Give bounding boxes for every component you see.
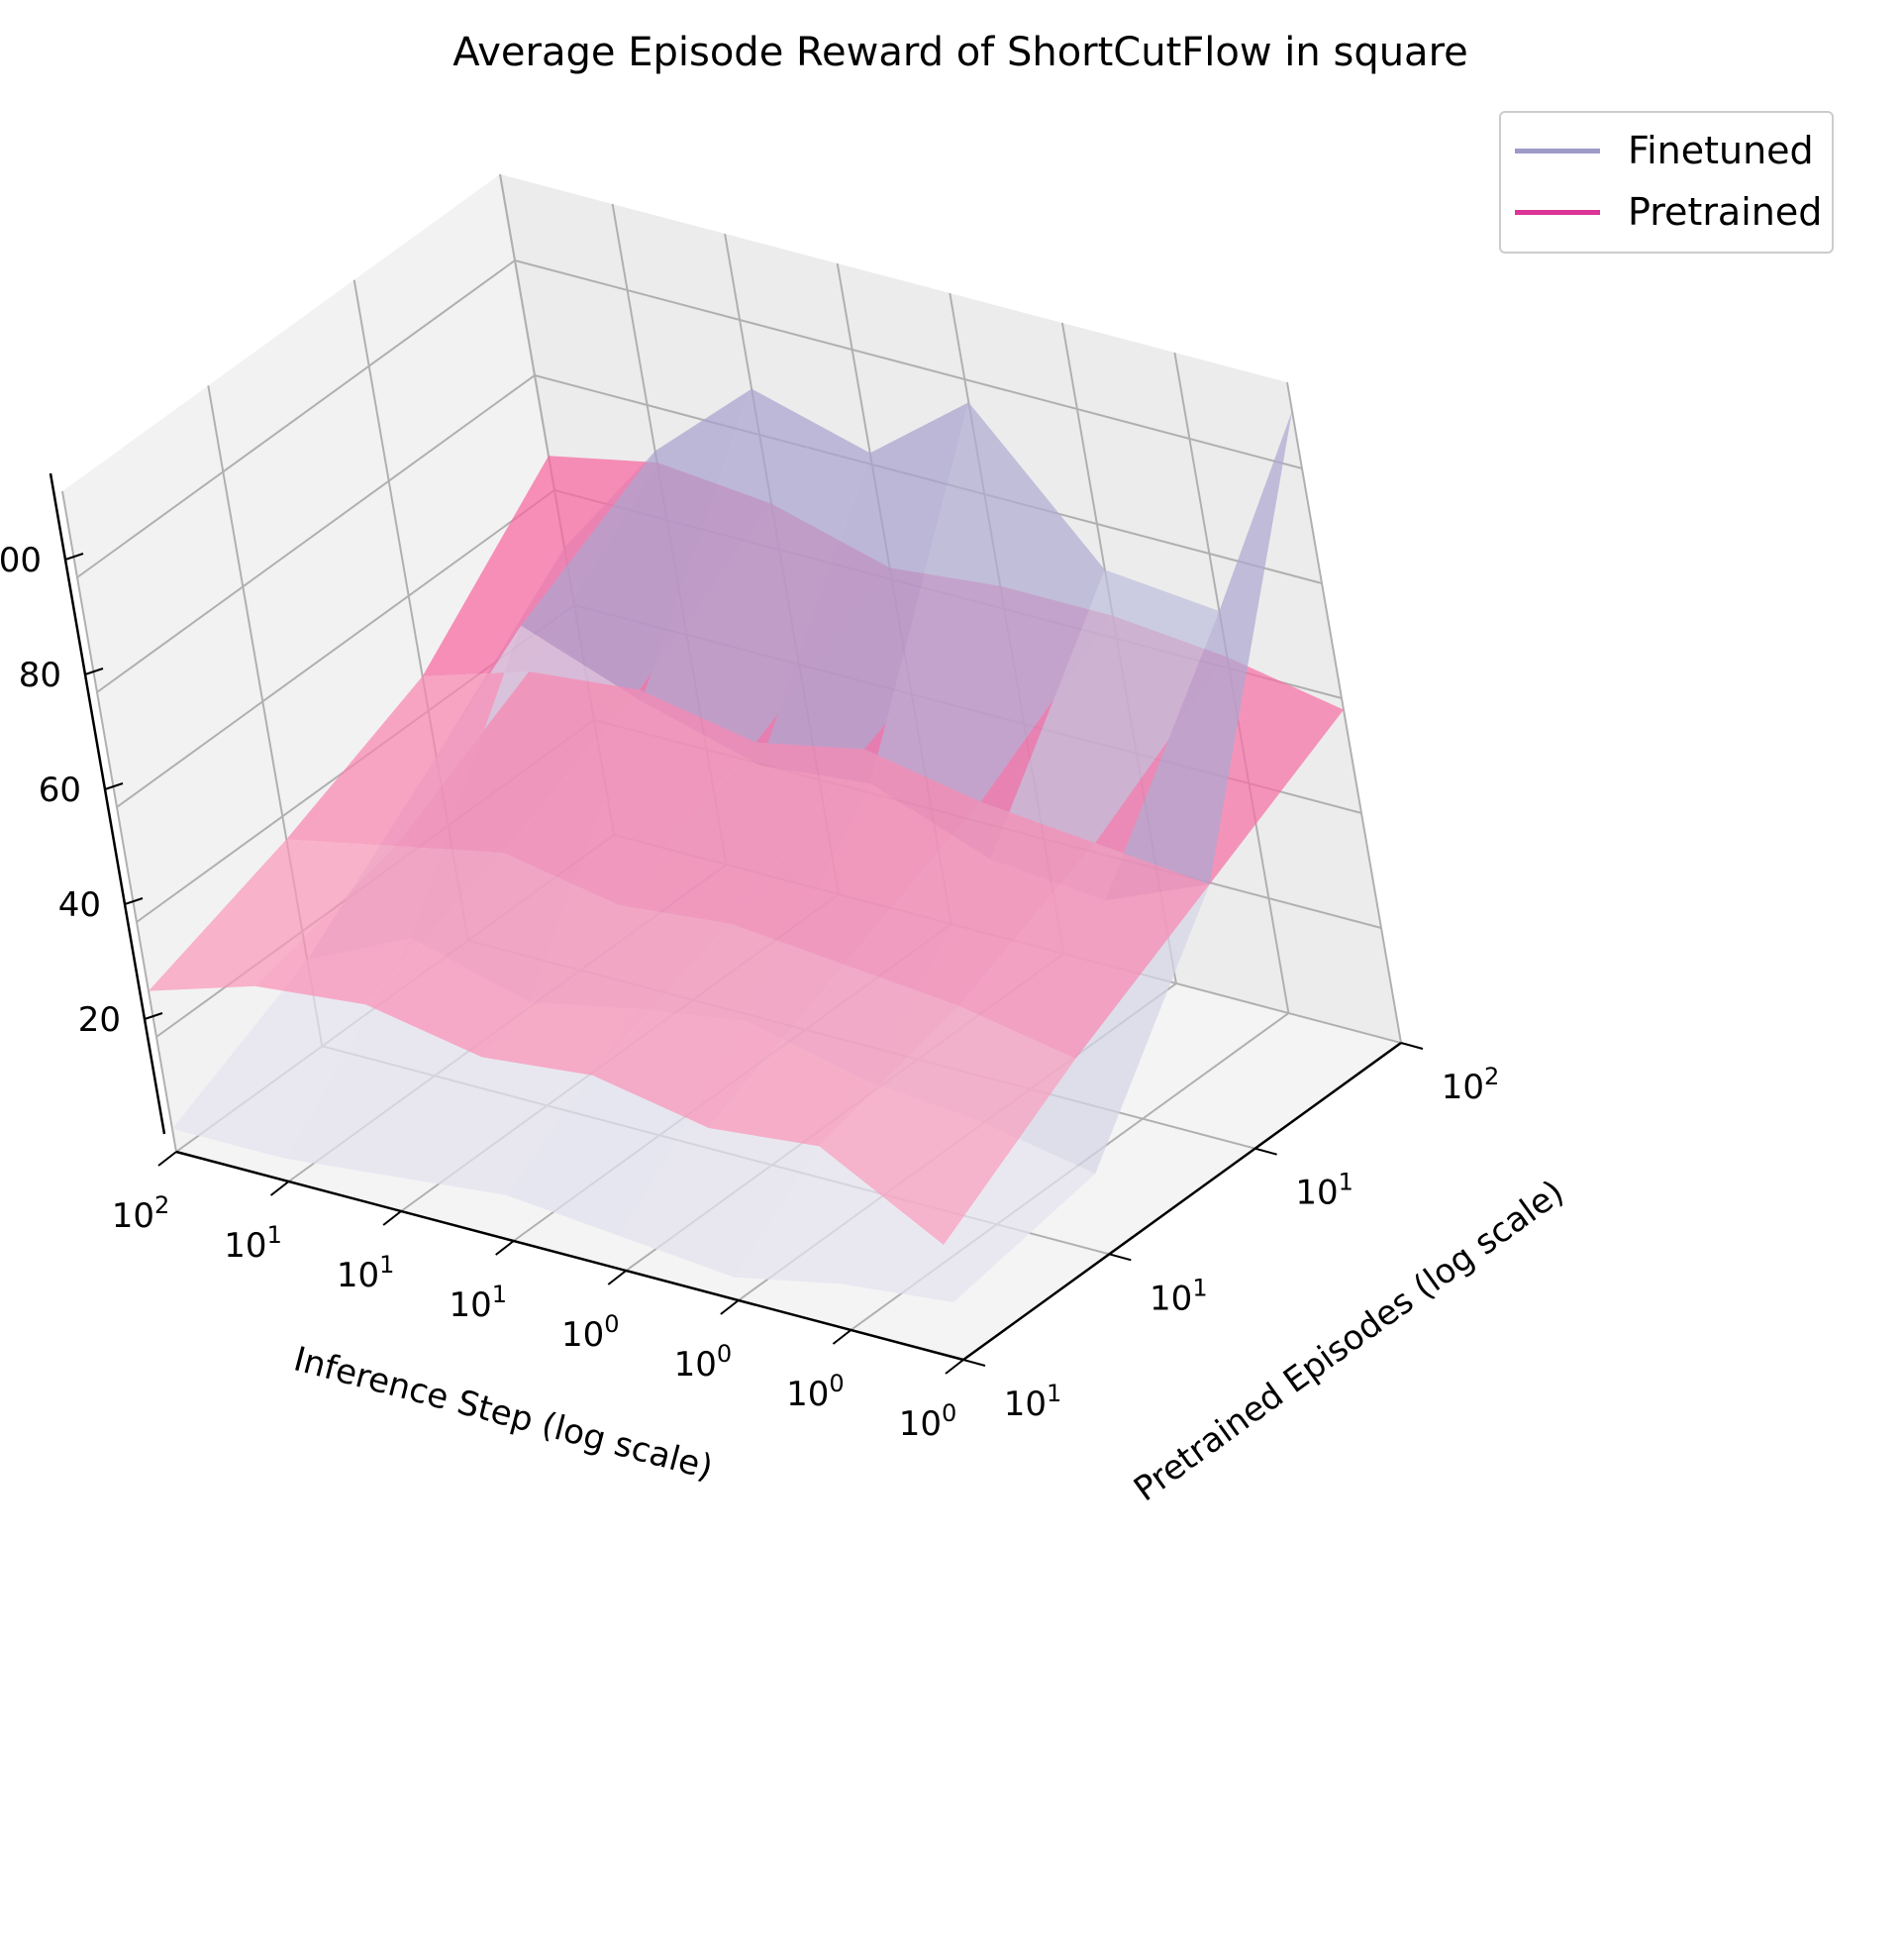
surface-patch-pretrained: [149, 839, 395, 991]
legend-swatch-finetuned: [1515, 148, 1600, 154]
x-tick: [832, 1329, 852, 1345]
legend: Finetuned Pretrained: [1499, 111, 1834, 254]
surface-patch-finetuned: [990, 569, 1220, 901]
surface-patch-pretrained: [394, 671, 640, 854]
surface-patch-pretrained: [730, 749, 981, 966]
y-tick-label: 101: [1004, 1380, 1062, 1424]
legend-item-finetuned: Finetuned: [1515, 129, 1814, 172]
x-tick: [945, 1359, 964, 1375]
z-tick-label: 20: [78, 1000, 121, 1040]
surface-patch-pretrained: [254, 846, 504, 1005]
z-tick-label: 80: [19, 656, 61, 695]
surface-patch-pretrained: [592, 923, 846, 1128]
surface-patch-pretrained: [503, 689, 756, 906]
x-axis-line: [175, 1150, 964, 1362]
x-tick-label: 102: [112, 1191, 170, 1236]
x-tick-label: 100: [674, 1340, 733, 1385]
z-tick-label: 40: [58, 885, 101, 925]
z-tick: [144, 1012, 163, 1020]
surface-patch-pretrained: [845, 801, 1096, 1006]
legend-label-pretrained: Pretrained: [1628, 190, 1823, 234]
z-tick: [104, 782, 124, 790]
surface-patch-finetuned: [759, 402, 969, 784]
x-tick-label: 100: [561, 1310, 620, 1355]
z-axis-line: [49, 472, 166, 1135]
tick-labels: 102 101 101 101 100 100 100 100 101 101 101 102 20 40…: [0, 541, 1499, 1444]
y-tick: [962, 1359, 986, 1367]
surface-patch-finetuned: [870, 402, 1105, 860]
z-tick: [84, 668, 104, 675]
x-tick: [720, 1299, 740, 1315]
x-tick-label: 100: [786, 1370, 845, 1414]
legend-label-finetuned: Finetuned: [1628, 129, 1814, 172]
x-tick-label: 101: [224, 1221, 282, 1266]
legend-item-pretrained: Pretrained: [1515, 190, 1823, 234]
axis-lines: [49, 472, 1402, 1362]
chart-title: Average Episode Reward of ShortCutFlow i…: [452, 30, 1468, 75]
surface-patch-finetuned: [521, 388, 752, 702]
surface-patch-pretrained: [708, 965, 959, 1147]
z-tick: [124, 897, 144, 905]
x-tick: [382, 1210, 402, 1226]
y-tick: [1254, 1147, 1277, 1156]
y-axis-label: Pretrained Episodes (log scale): [1127, 1173, 1571, 1509]
z-tick: [64, 553, 84, 561]
surface-patch-pretrained: [819, 1005, 1076, 1245]
x-tick: [607, 1270, 627, 1285]
y-tick-label: 101: [1295, 1169, 1353, 1213]
legend-swatch-pretrained: [1515, 209, 1600, 215]
y-tick: [1400, 1042, 1424, 1050]
surface-patch-pretrained: [365, 853, 620, 1058]
surface-patch-pretrained: [422, 456, 657, 676]
surface-patch-pretrained: [958, 843, 1210, 1060]
surface-patch-pretrained: [620, 742, 864, 924]
z-tick-label: 60: [39, 771, 81, 810]
x-tick-label: 101: [337, 1251, 395, 1295]
x-tick-label: 100: [899, 1399, 957, 1444]
x-tick-label: 101: [449, 1281, 507, 1325]
x-tick: [269, 1181, 290, 1196]
x-tick: [157, 1151, 177, 1167]
surface-patch-finetuned: [843, 1120, 1096, 1302]
x-axis-label: Inference Step (log scale): [290, 1339, 717, 1488]
surface-patch-finetuned: [1105, 411, 1292, 901]
y-tick-label: 102: [1442, 1063, 1500, 1107]
y-axis-line: [962, 1041, 1402, 1362]
surface-patch-pretrained: [286, 671, 530, 847]
z-tick-label: 100: [0, 541, 42, 580]
y-tick-label: 101: [1150, 1274, 1208, 1318]
y-tick: [1109, 1253, 1132, 1262]
surface-patch-pretrained: [481, 905, 731, 1076]
x-tick: [495, 1240, 515, 1256]
surfaces: [149, 388, 1344, 1302]
surface-patch-finetuned: [641, 388, 870, 766]
